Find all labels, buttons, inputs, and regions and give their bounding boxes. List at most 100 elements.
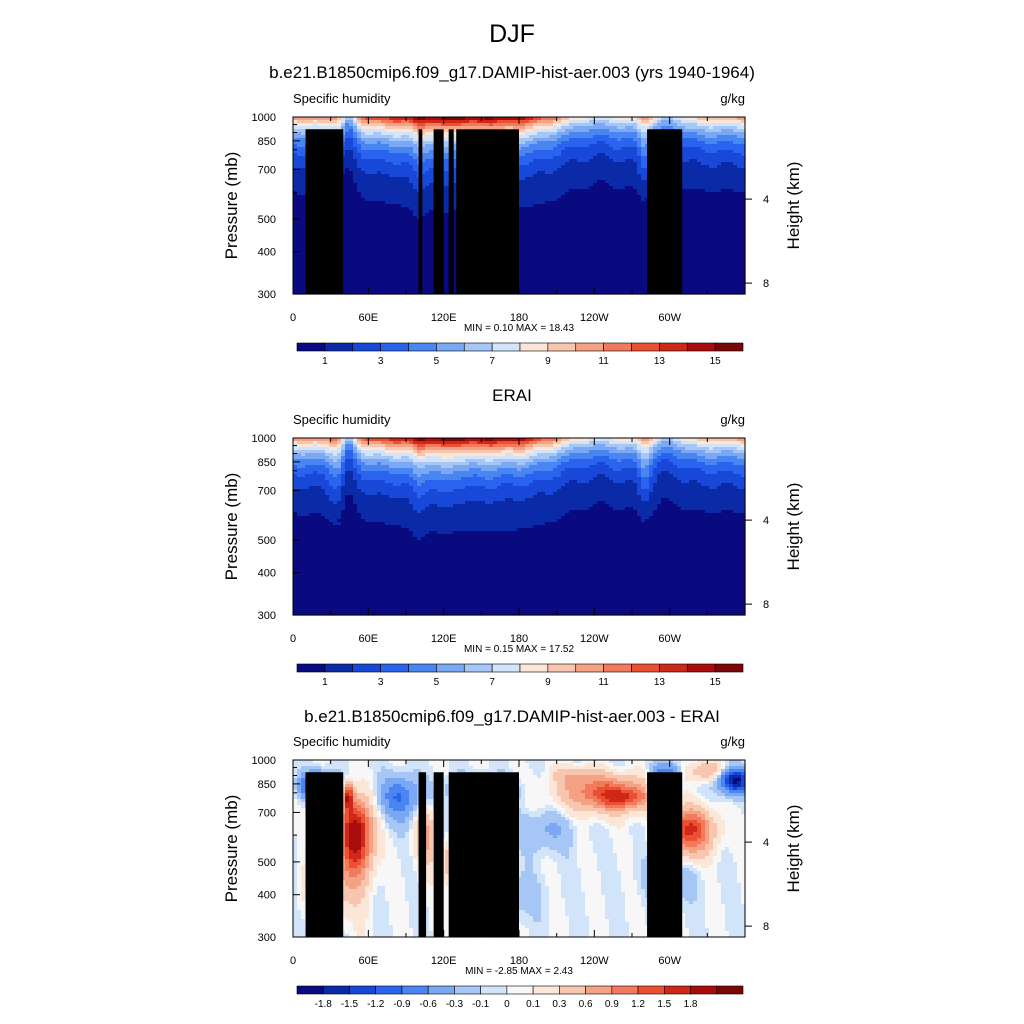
land-mask-1 <box>328 140 339 294</box>
x-tick-label: 0 <box>290 955 296 967</box>
x-tick-label: 120W <box>580 312 609 324</box>
colorbar-swatch <box>349 985 377 995</box>
colorbar-label: -1.5 <box>341 999 359 1010</box>
y-tick-label: 300 <box>258 610 276 622</box>
panel-3-title: b.e21.B1850cmip6.f09_g17.DAMIP-hist-aer.… <box>0 707 1024 727</box>
units-label: g/kg <box>720 734 745 749</box>
y-tick-label: 500 <box>258 535 276 547</box>
land-mask-3 <box>433 129 444 294</box>
colorbar-label: 15 <box>710 677 722 688</box>
min-max-stats: MIN = -2.85 MAX = 2.43 <box>465 966 573 977</box>
variable-label: Specific humidity <box>293 91 391 106</box>
colorbar-label: 0.9 <box>605 999 619 1010</box>
colorbar-swatch <box>296 985 324 995</box>
colorbar-swatch <box>585 985 613 995</box>
colorbar-swatch <box>637 985 665 995</box>
x-tick-label: 60E <box>359 955 379 967</box>
colorbar-label: -0.6 <box>420 999 438 1010</box>
panel-2-title: ERAI <box>0 386 1024 406</box>
y2-tick-label: 8 <box>763 921 769 933</box>
colorbar-label: 5 <box>434 677 440 688</box>
y2-tick-label: 4 <box>763 837 769 849</box>
y2-tick-label: 4 <box>763 515 769 527</box>
land-mask-5 <box>456 129 519 294</box>
min-max-stats: MIN = 0.15 MAX = 17.52 <box>464 644 574 655</box>
colorbar-label: -1.8 <box>315 999 333 1010</box>
colorbar-label: 5 <box>434 356 440 367</box>
x-tick-label: 120E <box>431 955 457 967</box>
colorbar-label: 1 <box>322 356 328 367</box>
x-tick-label: 120W <box>580 955 609 967</box>
colorbar <box>296 342 744 352</box>
y-tick-label: 300 <box>258 289 276 301</box>
x-tick-label: 120E <box>431 312 457 324</box>
colorbar-label: 1.8 <box>684 999 698 1010</box>
x-tick-label: 180 <box>510 312 528 324</box>
colorbar-swatch <box>401 985 429 995</box>
y-axis-title: Pressure (mb) <box>222 152 241 260</box>
colorbar-label: 11 <box>598 677 609 688</box>
colorbar-label: -1.2 <box>367 999 385 1010</box>
colorbar <box>296 985 744 995</box>
land-mask-2 <box>418 772 427 937</box>
x-tick-label: 60E <box>359 633 379 645</box>
colorbar <box>296 663 744 673</box>
y2-tick-label: 8 <box>763 278 769 290</box>
land-mask-4 <box>448 772 519 937</box>
y-tick-label: 400 <box>258 247 276 259</box>
land-mask-6 <box>647 129 683 294</box>
units-label: g/kg <box>720 91 745 106</box>
colorbar-label: 11 <box>598 356 609 367</box>
y2-tick-label: 4 <box>763 194 769 206</box>
colorbar-label: 13 <box>654 677 666 688</box>
contour-field <box>293 438 746 616</box>
x-tick-label: 0 <box>290 312 296 324</box>
y2-axis-title: Height (km) <box>784 805 803 893</box>
y-tick-label: 1000 <box>252 433 276 445</box>
x-tick-label: 60W <box>658 633 681 645</box>
colorbar-swatch <box>716 985 744 995</box>
x-tick-label: 120W <box>580 633 609 645</box>
y2-axis-title: Height (km) <box>784 483 803 571</box>
x-tick-label: 180 <box>510 955 528 967</box>
colorbar-label: 7 <box>489 677 495 688</box>
y-tick-label: 850 <box>258 136 276 148</box>
land-mask-3 <box>433 772 444 937</box>
land-mask-1 <box>328 783 339 937</box>
y-axis-title: Pressure (mb) <box>222 795 241 903</box>
y-tick-label: 700 <box>258 485 276 497</box>
y-tick-label: 400 <box>258 568 276 580</box>
y-tick-label: 1000 <box>252 112 276 124</box>
colorbar-swatch <box>611 985 639 995</box>
variable-label: Specific humidity <box>293 734 391 749</box>
colorbar-label: 1 <box>322 677 328 688</box>
panel-1-model-plot: Specific humidity g/kg 0 60E 120E 180 120W 60W 3… <box>222 91 803 367</box>
colorbar-label: 1.2 <box>631 999 645 1010</box>
colorbar-swatch <box>427 985 455 995</box>
x-tick-label: 60W <box>658 312 681 324</box>
colorbar-label: 1.5 <box>657 999 671 1010</box>
colorbar-label: 0.1 <box>526 999 540 1010</box>
y2-axis-title: Height (km) <box>784 162 803 250</box>
colorbar-swatch <box>454 985 481 995</box>
colorbar-swatch <box>559 985 586 995</box>
colorbar-swatch <box>480 985 508 995</box>
colorbar-label: 0.6 <box>579 999 593 1010</box>
x-tick-label: 60E <box>359 312 379 324</box>
colorbar-label: 9 <box>545 677 551 688</box>
y-tick-label: 500 <box>258 214 276 226</box>
y-tick-label: 700 <box>258 807 276 819</box>
y-tick-label: 850 <box>258 779 276 791</box>
colorbar-swatch <box>375 985 403 995</box>
y-tick-label: 500 <box>258 857 276 869</box>
y-tick-label: 400 <box>258 890 276 902</box>
y-tick-label: 1000 <box>252 755 276 767</box>
colorbar-label: -0.3 <box>446 999 464 1010</box>
colorbar-swatch <box>714 663 744 673</box>
colorbar-swatch <box>663 985 691 995</box>
colorbar-label: 0.3 <box>552 999 566 1010</box>
land-mask-5 <box>647 772 683 937</box>
land-mask-2 <box>418 129 423 294</box>
panel-1-title: b.e21.B1850cmip6.f09_g17.DAMIP-hist-aer.… <box>0 63 1024 83</box>
